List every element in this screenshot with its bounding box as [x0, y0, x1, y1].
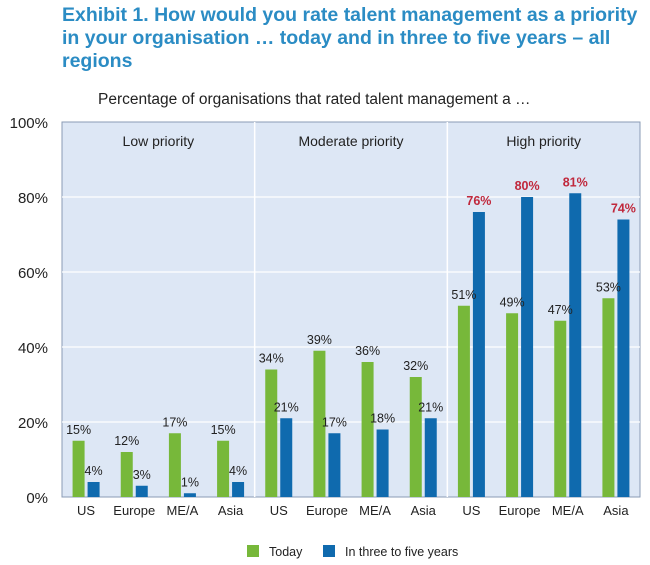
data-label: 32%	[403, 359, 428, 373]
y-tick-label: 0%	[26, 490, 48, 507]
data-label: 15%	[66, 423, 91, 437]
data-label: 17%	[162, 415, 187, 429]
data-label: 1%	[181, 475, 199, 489]
legend-label: Today	[269, 545, 303, 559]
bar	[328, 433, 341, 497]
data-label: 21%	[274, 400, 299, 414]
chart-title: Exhibit 1. How would you rate talent man…	[62, 4, 638, 72]
bar	[280, 418, 293, 497]
data-label: 51%	[451, 288, 476, 302]
data-label: 15%	[211, 423, 236, 437]
data-label: 17%	[322, 415, 347, 429]
y-tick-label: 40%	[18, 340, 48, 357]
y-tick-label: 100%	[10, 115, 48, 132]
bar	[472, 212, 485, 497]
bar	[183, 493, 196, 497]
bar	[265, 369, 278, 497]
bar	[457, 305, 470, 497]
group-label: Low priority	[123, 133, 195, 149]
x-tick-label: Europe	[499, 503, 541, 518]
data-label: 76%	[466, 194, 491, 208]
data-label: 53%	[596, 280, 621, 294]
x-tick-label: Asia	[411, 503, 437, 518]
data-label: 21%	[418, 400, 443, 414]
x-tick-label: US	[462, 503, 480, 518]
x-tick-label: Europe	[306, 503, 348, 518]
data-label: 4%	[229, 464, 247, 478]
data-label: 49%	[500, 295, 525, 309]
bar	[602, 298, 615, 497]
bar	[361, 362, 374, 497]
bar	[409, 377, 422, 497]
chart-subtitle: Percentage of organisations that rated t…	[98, 91, 531, 108]
bar	[313, 350, 326, 497]
x-tick-label: ME/A	[359, 503, 391, 518]
group-label: Moderate priority	[298, 133, 403, 149]
data-label: 80%	[515, 179, 540, 193]
bar	[569, 193, 582, 497]
x-tick-label: US	[77, 503, 95, 518]
x-tick-label: ME/A	[167, 503, 199, 518]
y-tick-label: 60%	[18, 265, 48, 282]
data-label: 39%	[307, 333, 332, 347]
data-label: 36%	[355, 344, 380, 358]
x-tick-label: Europe	[113, 503, 155, 518]
y-tick-label: 80%	[18, 190, 48, 207]
bar	[617, 219, 630, 497]
data-label: 12%	[114, 434, 139, 448]
data-label: 34%	[259, 352, 284, 366]
data-label: 81%	[563, 175, 588, 189]
bar	[376, 429, 389, 497]
plot-background	[61, 121, 641, 498]
data-label: 3%	[133, 468, 151, 482]
x-tick-label: US	[270, 503, 288, 518]
data-label: 74%	[611, 202, 636, 216]
legend-swatch	[247, 545, 259, 557]
bar	[168, 433, 181, 497]
legend-swatch	[323, 545, 335, 557]
bar	[87, 482, 100, 497]
x-tick-label: Asia	[218, 503, 244, 518]
bar	[72, 440, 85, 497]
bar	[424, 418, 437, 497]
data-label: 18%	[370, 412, 395, 426]
data-label: 47%	[548, 303, 573, 317]
data-label: 4%	[85, 464, 103, 478]
group-label: High priority	[506, 133, 581, 149]
bar	[135, 485, 148, 497]
bar	[120, 452, 133, 497]
bar	[217, 440, 230, 497]
y-tick-label: 20%	[18, 415, 48, 432]
x-tick-label: Asia	[603, 503, 629, 518]
bar	[554, 320, 567, 497]
x-tick-label: ME/A	[552, 503, 584, 518]
bar	[232, 482, 245, 497]
bar	[521, 197, 534, 497]
bar	[506, 313, 519, 497]
legend-label: In three to five years	[345, 545, 458, 559]
